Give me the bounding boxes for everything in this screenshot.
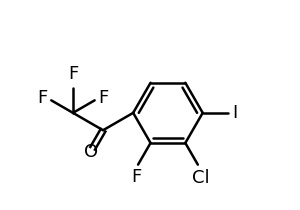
Text: O: O (84, 143, 98, 161)
Text: F: F (98, 89, 109, 107)
Text: F: F (68, 65, 78, 83)
Text: F: F (37, 89, 47, 107)
Text: Cl: Cl (191, 169, 209, 187)
Text: F: F (131, 168, 141, 186)
Text: I: I (232, 104, 237, 122)
